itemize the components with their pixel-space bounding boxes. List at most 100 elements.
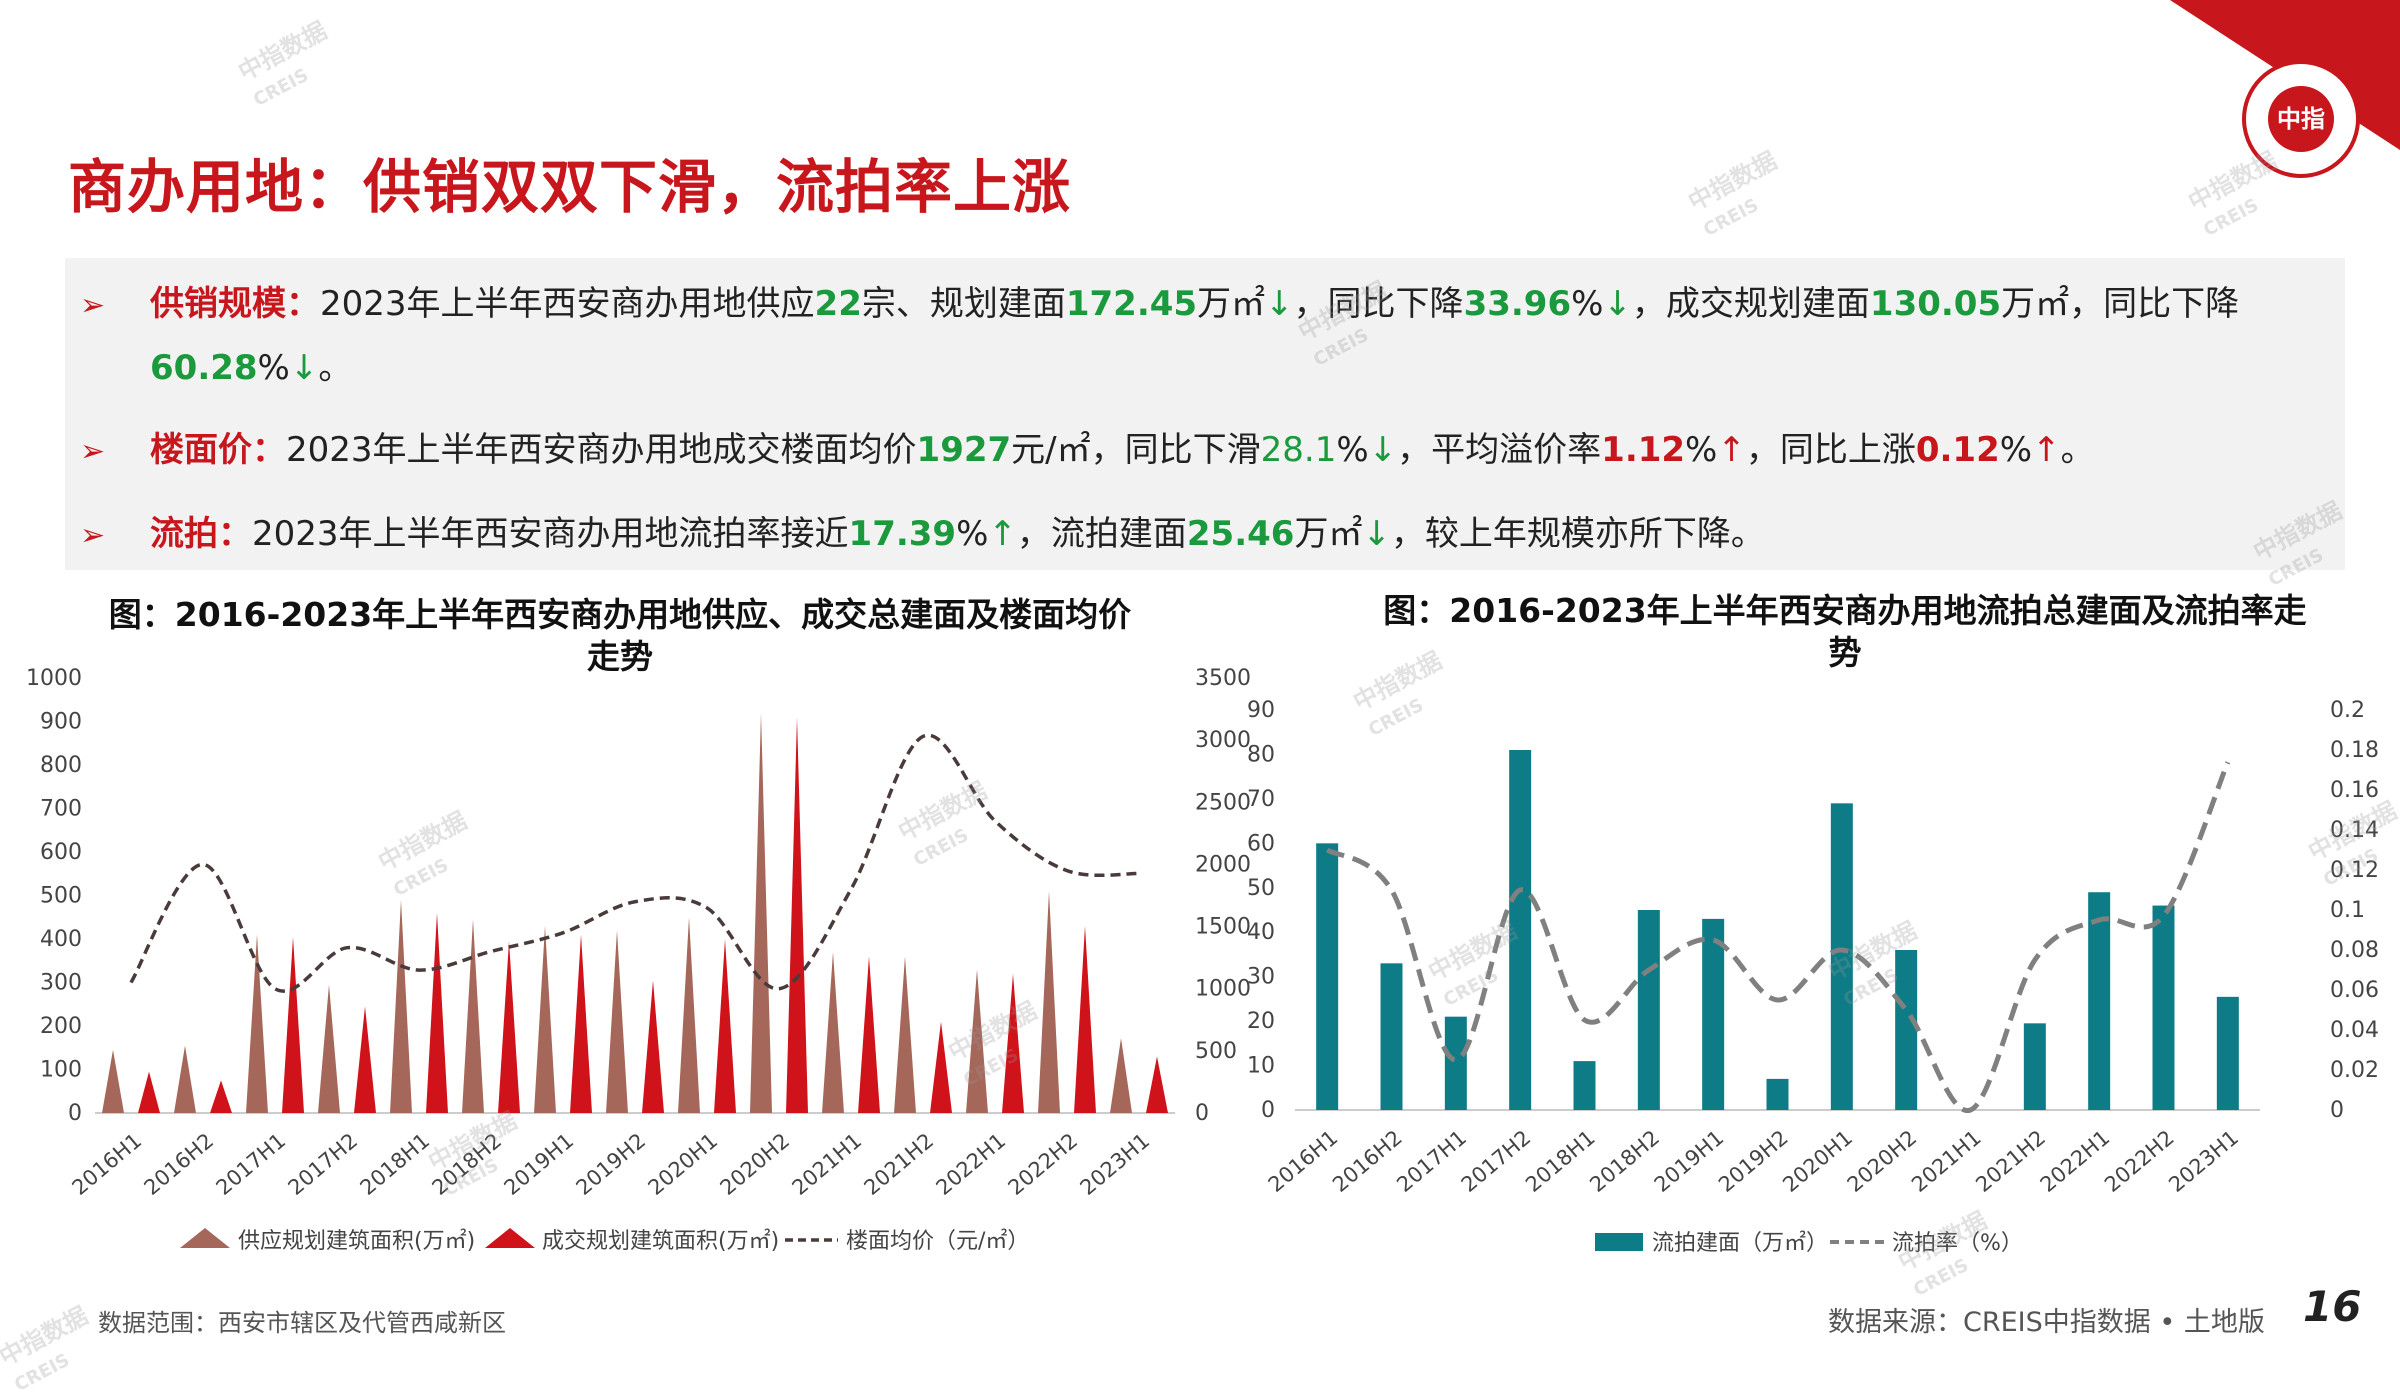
transaction-spike <box>786 717 808 1113</box>
right-tick-label: 0 <box>2330 1098 2344 1123</box>
supply-spike <box>606 930 628 1113</box>
category-label: 2020H1 <box>1778 1125 1857 1196</box>
right-tick-label: 0.08 <box>2330 938 2379 963</box>
chart2-title: 图：2016-2023年上半年西安商办用地流拍总建面及流拍率走势 <box>1383 591 2307 672</box>
watermark-logo: 中指数据 CREIS <box>0 1301 93 1396</box>
bullet-text-run: 万㎡，同比下降 <box>2001 284 2240 324</box>
failed-area-bar <box>1316 843 1339 1110</box>
category-label: 2017H2 <box>284 1128 363 1199</box>
bullet-text-run: 2023年上半年西安商办用地成交楼面均价 <box>286 430 917 470</box>
category-label: 2023H1 <box>1076 1128 1155 1199</box>
bullet-text-run: ，同比下降 <box>1293 284 1464 324</box>
academy-logo: 中指 <box>2242 60 2360 178</box>
bullet-text-run: 22 <box>814 284 862 324</box>
chart-failed-auction: 0 500 1000 1500 2000 2500 3000 3500 0 10 20 30 40 50 6… <box>1195 666 2379 1256</box>
failed-rate-line <box>1325 761 2231 1113</box>
category-label: 2017H2 <box>1457 1125 1536 1196</box>
right-tick-label: 0.02 <box>2330 1058 2379 1083</box>
price-line <box>129 733 1140 993</box>
failed-area-bar <box>1895 950 1918 1110</box>
supply-spike <box>102 1049 124 1113</box>
left-tick-label: 90 <box>1247 698 1275 723</box>
supply-spike <box>174 1045 196 1113</box>
right-tick-label: 0.06 <box>2330 978 2379 1003</box>
failed-area-bar <box>1380 963 1403 1110</box>
bullet-text-run: 元/㎡，同比下滑 <box>1011 430 1261 470</box>
left-tick-label: 300 <box>40 971 82 996</box>
chart-supply-transaction: 010020030040050060070080090010002016H120… <box>26 666 1175 1254</box>
bullet-text-run: % <box>956 514 989 554</box>
category-label: 2021H2 <box>1971 1125 2050 1196</box>
supply-spike <box>678 917 700 1113</box>
failed-area-bar <box>1637 910 1660 1110</box>
legend-supply-label: 供应规划建筑面积(万㎡) <box>238 1228 475 1254</box>
category-label: 2016H2 <box>140 1128 219 1199</box>
left-tick-label: 600 <box>40 840 82 865</box>
category-label: 2020H1 <box>644 1128 723 1199</box>
bullet-text-run: 0.12 <box>1915 430 2000 470</box>
transaction-spike <box>426 912 448 1113</box>
stray-tick-label: 1000 <box>1195 977 1251 1002</box>
bullet-text-run: % <box>1685 430 1718 470</box>
bullet-text-run: 2023年上半年西安商办用地流拍率接近 <box>252 514 849 554</box>
bullet-text-run: 。 <box>318 348 353 388</box>
bullet-text-run: ，同比上涨 <box>1745 430 1916 470</box>
left-tick-label: 100 <box>40 1058 82 1083</box>
transaction-spike <box>210 1080 232 1113</box>
failed-area-bar <box>1573 1061 1596 1110</box>
right-tick-label: 0.16 <box>2330 778 2379 803</box>
bullet-supply: ➢ 供销规模：2023年上半年西安商办用地供应22宗、规划建面172.45万㎡↓，… <box>80 272 2239 338</box>
bullet-text-run: % <box>1571 284 1604 324</box>
left-tick-label: 40 <box>1247 920 1275 945</box>
bullet-text-run: ，较上年规模亦所下降。 <box>1390 514 1765 554</box>
bullet-text-run: ，流拍建面 <box>1016 514 1187 554</box>
bullet-failed-auction: ➢ 流拍：2023年上半年西安商办用地流拍率接近17.39%↑，流拍建面25.46… <box>80 502 1765 568</box>
supply-spike <box>822 952 844 1113</box>
left-tick-label: 0 <box>1261 1098 1275 1123</box>
page-title: 商办用地：供销双双下滑，流拍率上涨 <box>68 153 1072 221</box>
left-tick-label: 1000 <box>26 666 82 691</box>
supply-spike <box>390 899 412 1113</box>
category-label: 2017H1 <box>212 1128 291 1199</box>
left-tick-label: 400 <box>40 927 82 952</box>
supply-spike <box>750 712 772 1113</box>
failed-area-bar <box>2088 892 2111 1110</box>
failed-area-bar <box>1830 803 1853 1110</box>
bullet-text-run: ↓ <box>1265 284 1294 324</box>
transaction-spike <box>138 1071 160 1113</box>
bullet-heading: 供销规模： <box>150 284 320 324</box>
watermark-logo: 中指数据 CREIS <box>233 16 332 111</box>
legend-transaction-icon <box>485 1228 535 1248</box>
left-tick-label: 200 <box>40 1014 82 1039</box>
bullet-text-run: 17.39 <box>848 514 957 554</box>
left-tick-label: 700 <box>40 797 82 822</box>
page-number: 16 <box>2303 1282 2362 1331</box>
left-tick-label: 50 <box>1247 876 1275 901</box>
bullet-text-run: ↓ <box>1362 514 1391 554</box>
failed-area-bar <box>1509 750 1532 1110</box>
category-label: 2018H1 <box>1521 1125 1600 1196</box>
category-label: 2016H1 <box>68 1128 147 1199</box>
legend-transaction-label: 成交规划建筑面积(万㎡) <box>542 1228 779 1254</box>
transaction-spike <box>354 1006 376 1113</box>
bullet-text-run: 33.96 <box>1463 284 1572 324</box>
category-label: 2022H2 <box>2100 1125 2179 1196</box>
bullet-text-run: ，成交规划建面 <box>1631 284 1870 324</box>
bullet-text-run: 2023年上半年西安商办用地供应 <box>320 284 815 324</box>
left-tick-label: 30 <box>1247 965 1275 990</box>
left-tick-label: 900 <box>40 710 82 735</box>
transaction-spike <box>570 934 592 1113</box>
bullet-text-run: 1.12 <box>1601 430 1686 470</box>
left-tick-label: 60 <box>1247 831 1275 856</box>
supply-spike <box>534 925 556 1113</box>
category-label: 2016H2 <box>1328 1125 1407 1196</box>
failed-area-bar <box>2152 905 2175 1110</box>
category-label: 2018H1 <box>356 1128 435 1199</box>
failed-area-bar <box>2216 996 2239 1110</box>
bullet-text-run: 。 <box>2060 430 2095 470</box>
transaction-spike <box>498 941 520 1113</box>
logo-center: 中指 <box>2268 86 2334 152</box>
right-tick-label: 0.18 <box>2330 738 2379 763</box>
bullet-text-run: ↑ <box>988 514 1017 554</box>
bullet-text-run: ↓ <box>1368 430 1398 470</box>
